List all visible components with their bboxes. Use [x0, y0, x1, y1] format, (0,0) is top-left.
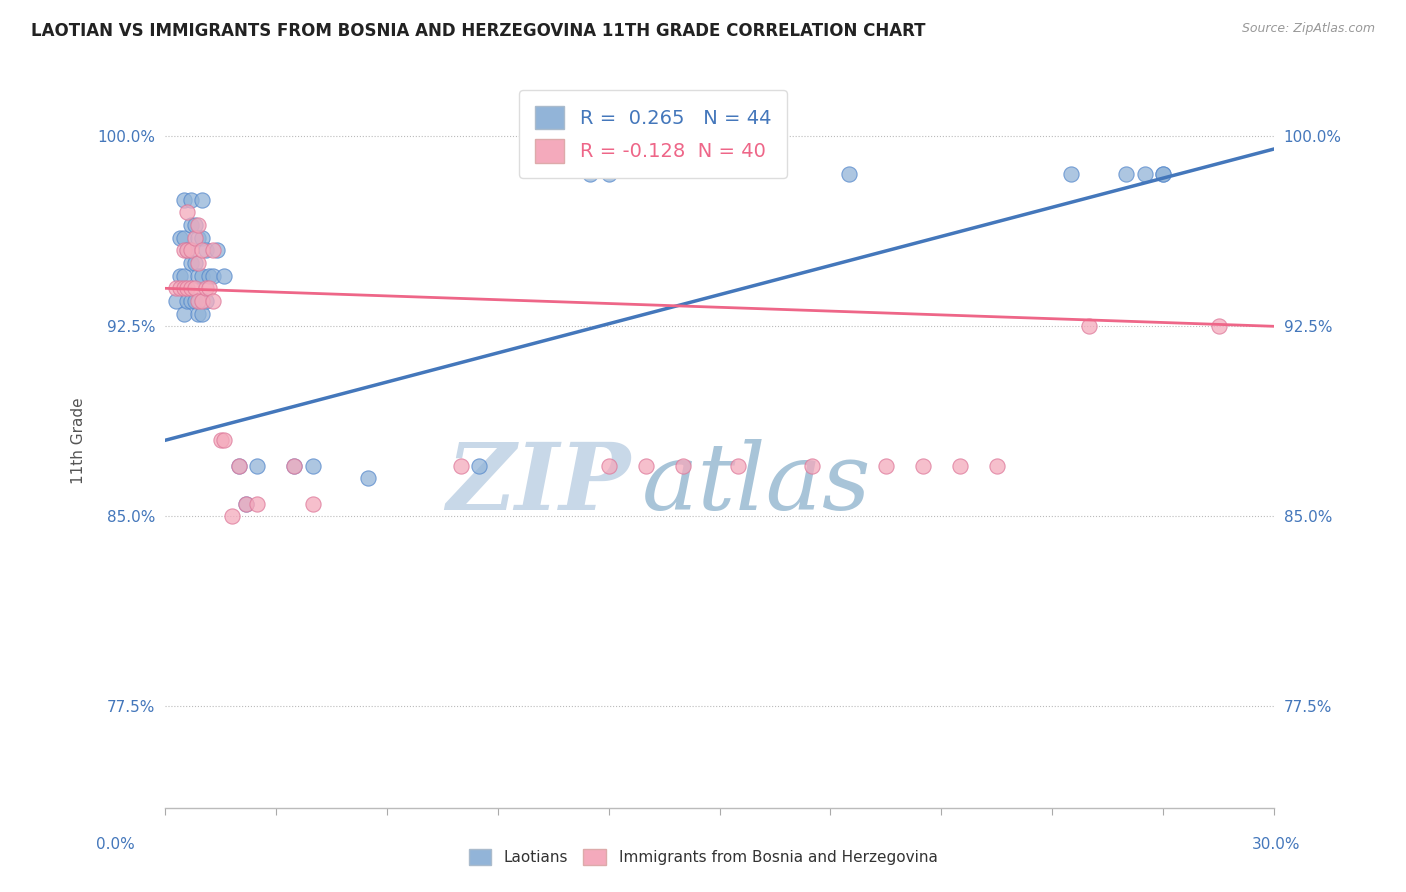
Point: [169, 230, 191, 244]
Point: [183, 293, 205, 308]
Point: [165, 293, 187, 308]
Point: [302, 497, 325, 511]
Y-axis label: 11th Grade: 11th Grade: [72, 397, 86, 483]
Text: ZIP: ZIP: [447, 440, 631, 529]
Point: [191, 268, 214, 283]
Point: [180, 293, 202, 308]
Point: [176, 205, 198, 219]
Point: [187, 293, 209, 308]
Point: [169, 281, 191, 295]
Point: [183, 230, 205, 244]
Text: atlas: atlas: [643, 440, 872, 529]
Text: 30.0%: 30.0%: [1253, 838, 1301, 852]
Point: [173, 281, 195, 295]
Point: [1152, 167, 1174, 181]
Point: [187, 307, 209, 321]
Point: [209, 434, 232, 448]
Point: [949, 458, 972, 473]
Point: [911, 458, 934, 473]
Point: [176, 293, 198, 308]
Point: [183, 281, 205, 295]
Point: [1060, 167, 1083, 181]
Point: [283, 458, 305, 473]
Point: [173, 268, 195, 283]
Point: [176, 244, 198, 258]
Point: [183, 256, 205, 270]
Point: [801, 458, 824, 473]
Point: [180, 256, 202, 270]
Point: [579, 167, 602, 181]
Point: [173, 307, 195, 321]
Point: [246, 497, 269, 511]
Point: [173, 244, 195, 258]
Point: [875, 458, 897, 473]
Point: [176, 244, 198, 258]
Point: [634, 458, 657, 473]
Point: [173, 230, 195, 244]
Point: [1115, 167, 1137, 181]
Point: [468, 458, 491, 473]
Point: [283, 458, 305, 473]
Point: [176, 281, 198, 295]
Point: [202, 268, 225, 283]
Point: [357, 471, 380, 485]
Text: 0.0%: 0.0%: [96, 838, 135, 852]
Point: [173, 193, 195, 207]
Point: [202, 244, 225, 258]
Point: [194, 244, 217, 258]
Legend: Laotians, Immigrants from Bosnia and Herzegovina: Laotians, Immigrants from Bosnia and Her…: [463, 843, 943, 871]
Point: [187, 230, 209, 244]
Point: [302, 458, 325, 473]
Point: [727, 458, 749, 473]
Point: [191, 307, 214, 321]
Point: [187, 256, 209, 270]
Point: [1152, 167, 1174, 181]
Point: [165, 281, 187, 295]
Point: [246, 458, 269, 473]
Point: [986, 458, 1008, 473]
Legend: R =  0.265   N = 44, R = -0.128  N = 40: R = 0.265 N = 44, R = -0.128 N = 40: [519, 90, 787, 178]
Point: [191, 293, 214, 308]
Point: [180, 193, 202, 207]
Point: [228, 458, 250, 473]
Text: Source: ZipAtlas.com: Source: ZipAtlas.com: [1241, 22, 1375, 36]
Point: [169, 268, 191, 283]
Point: [598, 458, 620, 473]
Point: [450, 458, 472, 473]
Point: [183, 218, 205, 232]
Point: [228, 458, 250, 473]
Point: [187, 218, 209, 232]
Point: [180, 244, 202, 258]
Point: [1208, 319, 1230, 334]
Point: [212, 268, 235, 283]
Point: [191, 230, 214, 244]
Point: [198, 268, 221, 283]
Point: [198, 281, 221, 295]
Point: [235, 497, 257, 511]
Point: [212, 434, 235, 448]
Point: [187, 268, 209, 283]
Point: [235, 497, 257, 511]
Point: [191, 193, 214, 207]
Point: [180, 218, 202, 232]
Point: [1133, 167, 1156, 181]
Text: LAOTIAN VS IMMIGRANTS FROM BOSNIA AND HERZEGOVINA 11TH GRADE CORRELATION CHART: LAOTIAN VS IMMIGRANTS FROM BOSNIA AND HE…: [31, 22, 925, 40]
Point: [202, 293, 225, 308]
Point: [1078, 319, 1101, 334]
Point: [598, 167, 620, 181]
Point: [221, 509, 243, 524]
Point: [671, 458, 693, 473]
Point: [194, 281, 217, 295]
Point: [838, 167, 860, 181]
Point: [180, 281, 202, 295]
Point: [191, 244, 214, 258]
Point: [194, 293, 217, 308]
Point: [205, 244, 228, 258]
